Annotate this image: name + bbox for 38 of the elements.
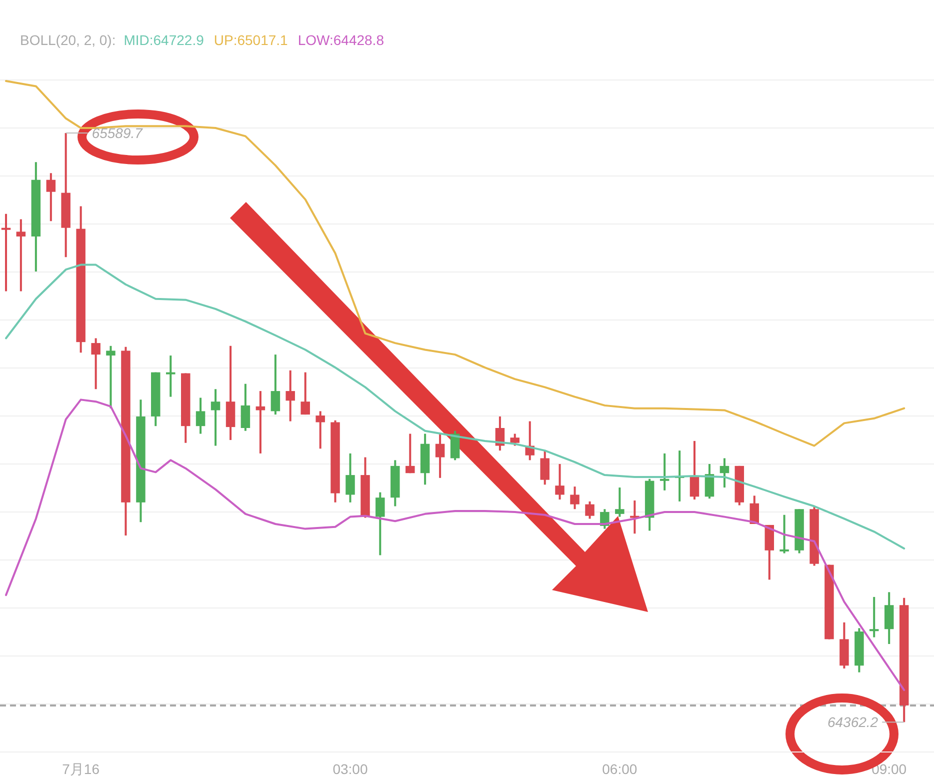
candlestick xyxy=(346,452,355,504)
candlestick xyxy=(16,218,26,292)
candlestick xyxy=(240,382,250,432)
text: LOW:64428.8 xyxy=(298,32,384,48)
candlestick xyxy=(570,486,580,510)
candlestick xyxy=(406,432,415,474)
candlestick xyxy=(300,371,310,416)
candlestick xyxy=(510,432,520,447)
candlestick xyxy=(780,514,789,554)
text: MID:64722.9 xyxy=(124,32,204,48)
candlestick xyxy=(286,369,295,422)
candlestick xyxy=(166,354,176,398)
text: UP:65017.1 xyxy=(214,32,288,48)
candlestick xyxy=(210,388,220,447)
x-tick-label: 06:00 xyxy=(602,761,638,777)
candlestick xyxy=(690,440,700,501)
annotation: 64362.2 xyxy=(827,714,878,730)
candlestick xyxy=(91,337,100,390)
candlestick xyxy=(196,396,206,435)
candlestick xyxy=(46,172,56,222)
x-tick-label: 7月16 xyxy=(62,761,100,777)
candlestick xyxy=(884,591,894,645)
chart-title: BOLL(20, 2, 0): xyxy=(20,32,116,48)
candlestick xyxy=(540,450,550,486)
annotation: 65589.7 xyxy=(92,124,144,141)
candlestick xyxy=(555,463,564,501)
candlestick xyxy=(316,410,325,450)
candlestick xyxy=(720,457,730,489)
candlestick xyxy=(869,596,879,638)
candlestick xyxy=(585,500,594,520)
candlestick xyxy=(106,344,116,410)
candlestick xyxy=(615,486,624,518)
candlestick xyxy=(1,212,11,292)
candlestick xyxy=(660,452,670,492)
x-tick-label: 03:00 xyxy=(332,761,368,777)
candlestick xyxy=(435,432,445,479)
candlestick xyxy=(270,354,280,416)
candlestick xyxy=(376,491,385,556)
